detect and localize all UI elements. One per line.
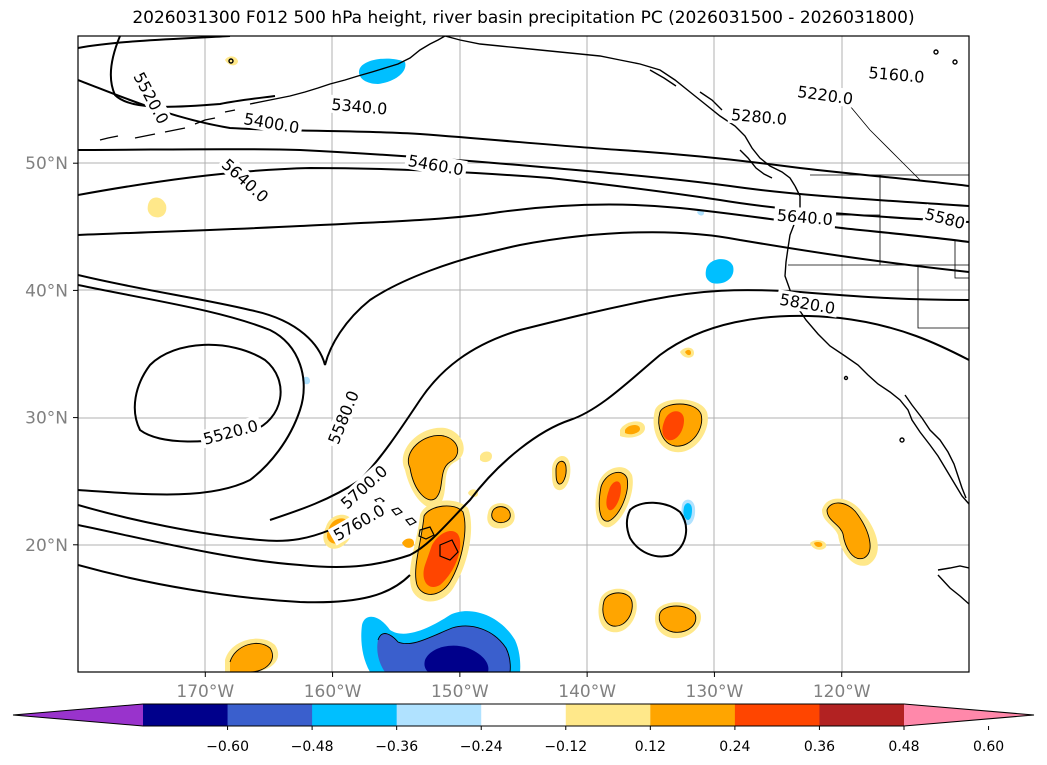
- bc-islands: [649, 69, 773, 179]
- contour-label-bg: [793, 81, 858, 108]
- precip-shading: [147, 56, 878, 672]
- contour-label: 5280.0: [727, 104, 791, 129]
- colorbar-tick-label: 0.36: [804, 739, 835, 755]
- precip-blob-hawaii-north: [402, 427, 464, 509]
- colorbar-segment: [650, 704, 736, 726]
- contour-label-bg: [129, 66, 174, 130]
- colorbar-segment: [481, 704, 567, 726]
- colorbar: −0.60 −0.48 −0.36 −0.24 −0.12 0.12 0.24 0.36 0.4…: [12, 703, 1035, 755]
- contour-label-bg: [216, 152, 275, 208]
- colorbar-segment: [734, 704, 820, 726]
- contour-label-bg: [327, 499, 390, 546]
- contour-label: 5640.0: [773, 205, 837, 229]
- contour-label-bg: [775, 289, 840, 318]
- coastlines: [99, 36, 969, 605]
- contour-label: 5340.0: [327, 94, 391, 119]
- colorbar-tick-label: 0.48: [888, 739, 919, 755]
- colorbar-tick-label: −0.36: [375, 739, 418, 755]
- colorbar-segment: [565, 704, 651, 726]
- colorbar-tick-label: −0.12: [544, 739, 587, 755]
- contour-label-bg: [327, 94, 391, 118]
- colorbar-tick-label: 0.12: [635, 739, 666, 755]
- contour-label-bg: [334, 459, 393, 515]
- contour-label-text: 5640.0: [776, 205, 833, 229]
- colorbar-segment: [143, 704, 229, 726]
- map-frame: [77, 35, 970, 673]
- colorbar-extend-high: [904, 704, 1034, 726]
- lon-tick-label: 140°W: [558, 682, 616, 702]
- colorbar-tick-label: 0.60: [973, 739, 1004, 755]
- contour-label-bg: [198, 415, 263, 449]
- colorbar-tick-label: −0.24: [460, 739, 503, 755]
- lon-tick-label: 120°W: [813, 682, 871, 702]
- contour-label-text: 5160.0: [868, 63, 925, 87]
- alaska-coast: [249, 36, 446, 105]
- baja-peninsula: [904, 394, 967, 499]
- precip-outlines: [229, 403, 871, 672]
- contour-label-bg: [727, 104, 791, 129]
- contour-label-bg: [323, 385, 363, 450]
- contour-label-bg: [403, 150, 468, 179]
- lat-tick-label: 40°N: [25, 281, 68, 301]
- contour-label-bg: [865, 62, 929, 87]
- aleutians: [99, 109, 236, 141]
- contour-label: 5160.0: [865, 62, 929, 87]
- mexico-coast: [937, 565, 969, 605]
- contour-label-bg: [922, 204, 968, 233]
- colorbar-segment: [227, 704, 313, 726]
- lat-tick-label: 50°N: [25, 154, 68, 174]
- colorbar-tick-label: −0.48: [291, 739, 334, 755]
- lat-tick-label: 30°N: [25, 409, 68, 429]
- colorbar-tick-label: −0.60: [206, 739, 249, 755]
- precip-blob-138w: [595, 467, 633, 528]
- precip-blob-133w: [653, 399, 708, 453]
- contour-label: 5220.0: [793, 81, 858, 109]
- lon-tick-label: 130°W: [686, 682, 744, 702]
- colorbar-segment: [396, 704, 482, 726]
- colorbar-outline: [12, 703, 1035, 727]
- contour-label-bg: [773, 205, 837, 229]
- lon-tick-label: 150°W: [431, 682, 489, 702]
- lon-tick-label: 160°W: [304, 682, 362, 702]
- figure-title: 2026031300 F012 500 hPa height, river ba…: [132, 8, 915, 28]
- contour-label-text: 5340.0: [331, 95, 388, 119]
- colorbar-segment: [819, 704, 905, 726]
- alaska-panhandle: [444, 36, 796, 187]
- lat-tick-label: 20°N: [25, 536, 68, 556]
- colorbar-extend-low: [13, 704, 143, 726]
- contour-label-text: 5280.0: [730, 105, 787, 129]
- colorbar-segment: [312, 704, 398, 726]
- lon-tick-label: 170°W: [176, 682, 234, 702]
- precip-blob-negative: [302, 58, 734, 672]
- us-west-coast: [784, 185, 969, 505]
- axis-labels: 170°W 160°W 150°W 140°W 130°W 120°W 20°N 30°N 40…: [25, 154, 871, 702]
- colorbar-tick-label: 0.24: [719, 739, 750, 755]
- map-area[interactable]: [78, 36, 969, 672]
- contour-label-bg: [239, 108, 304, 137]
